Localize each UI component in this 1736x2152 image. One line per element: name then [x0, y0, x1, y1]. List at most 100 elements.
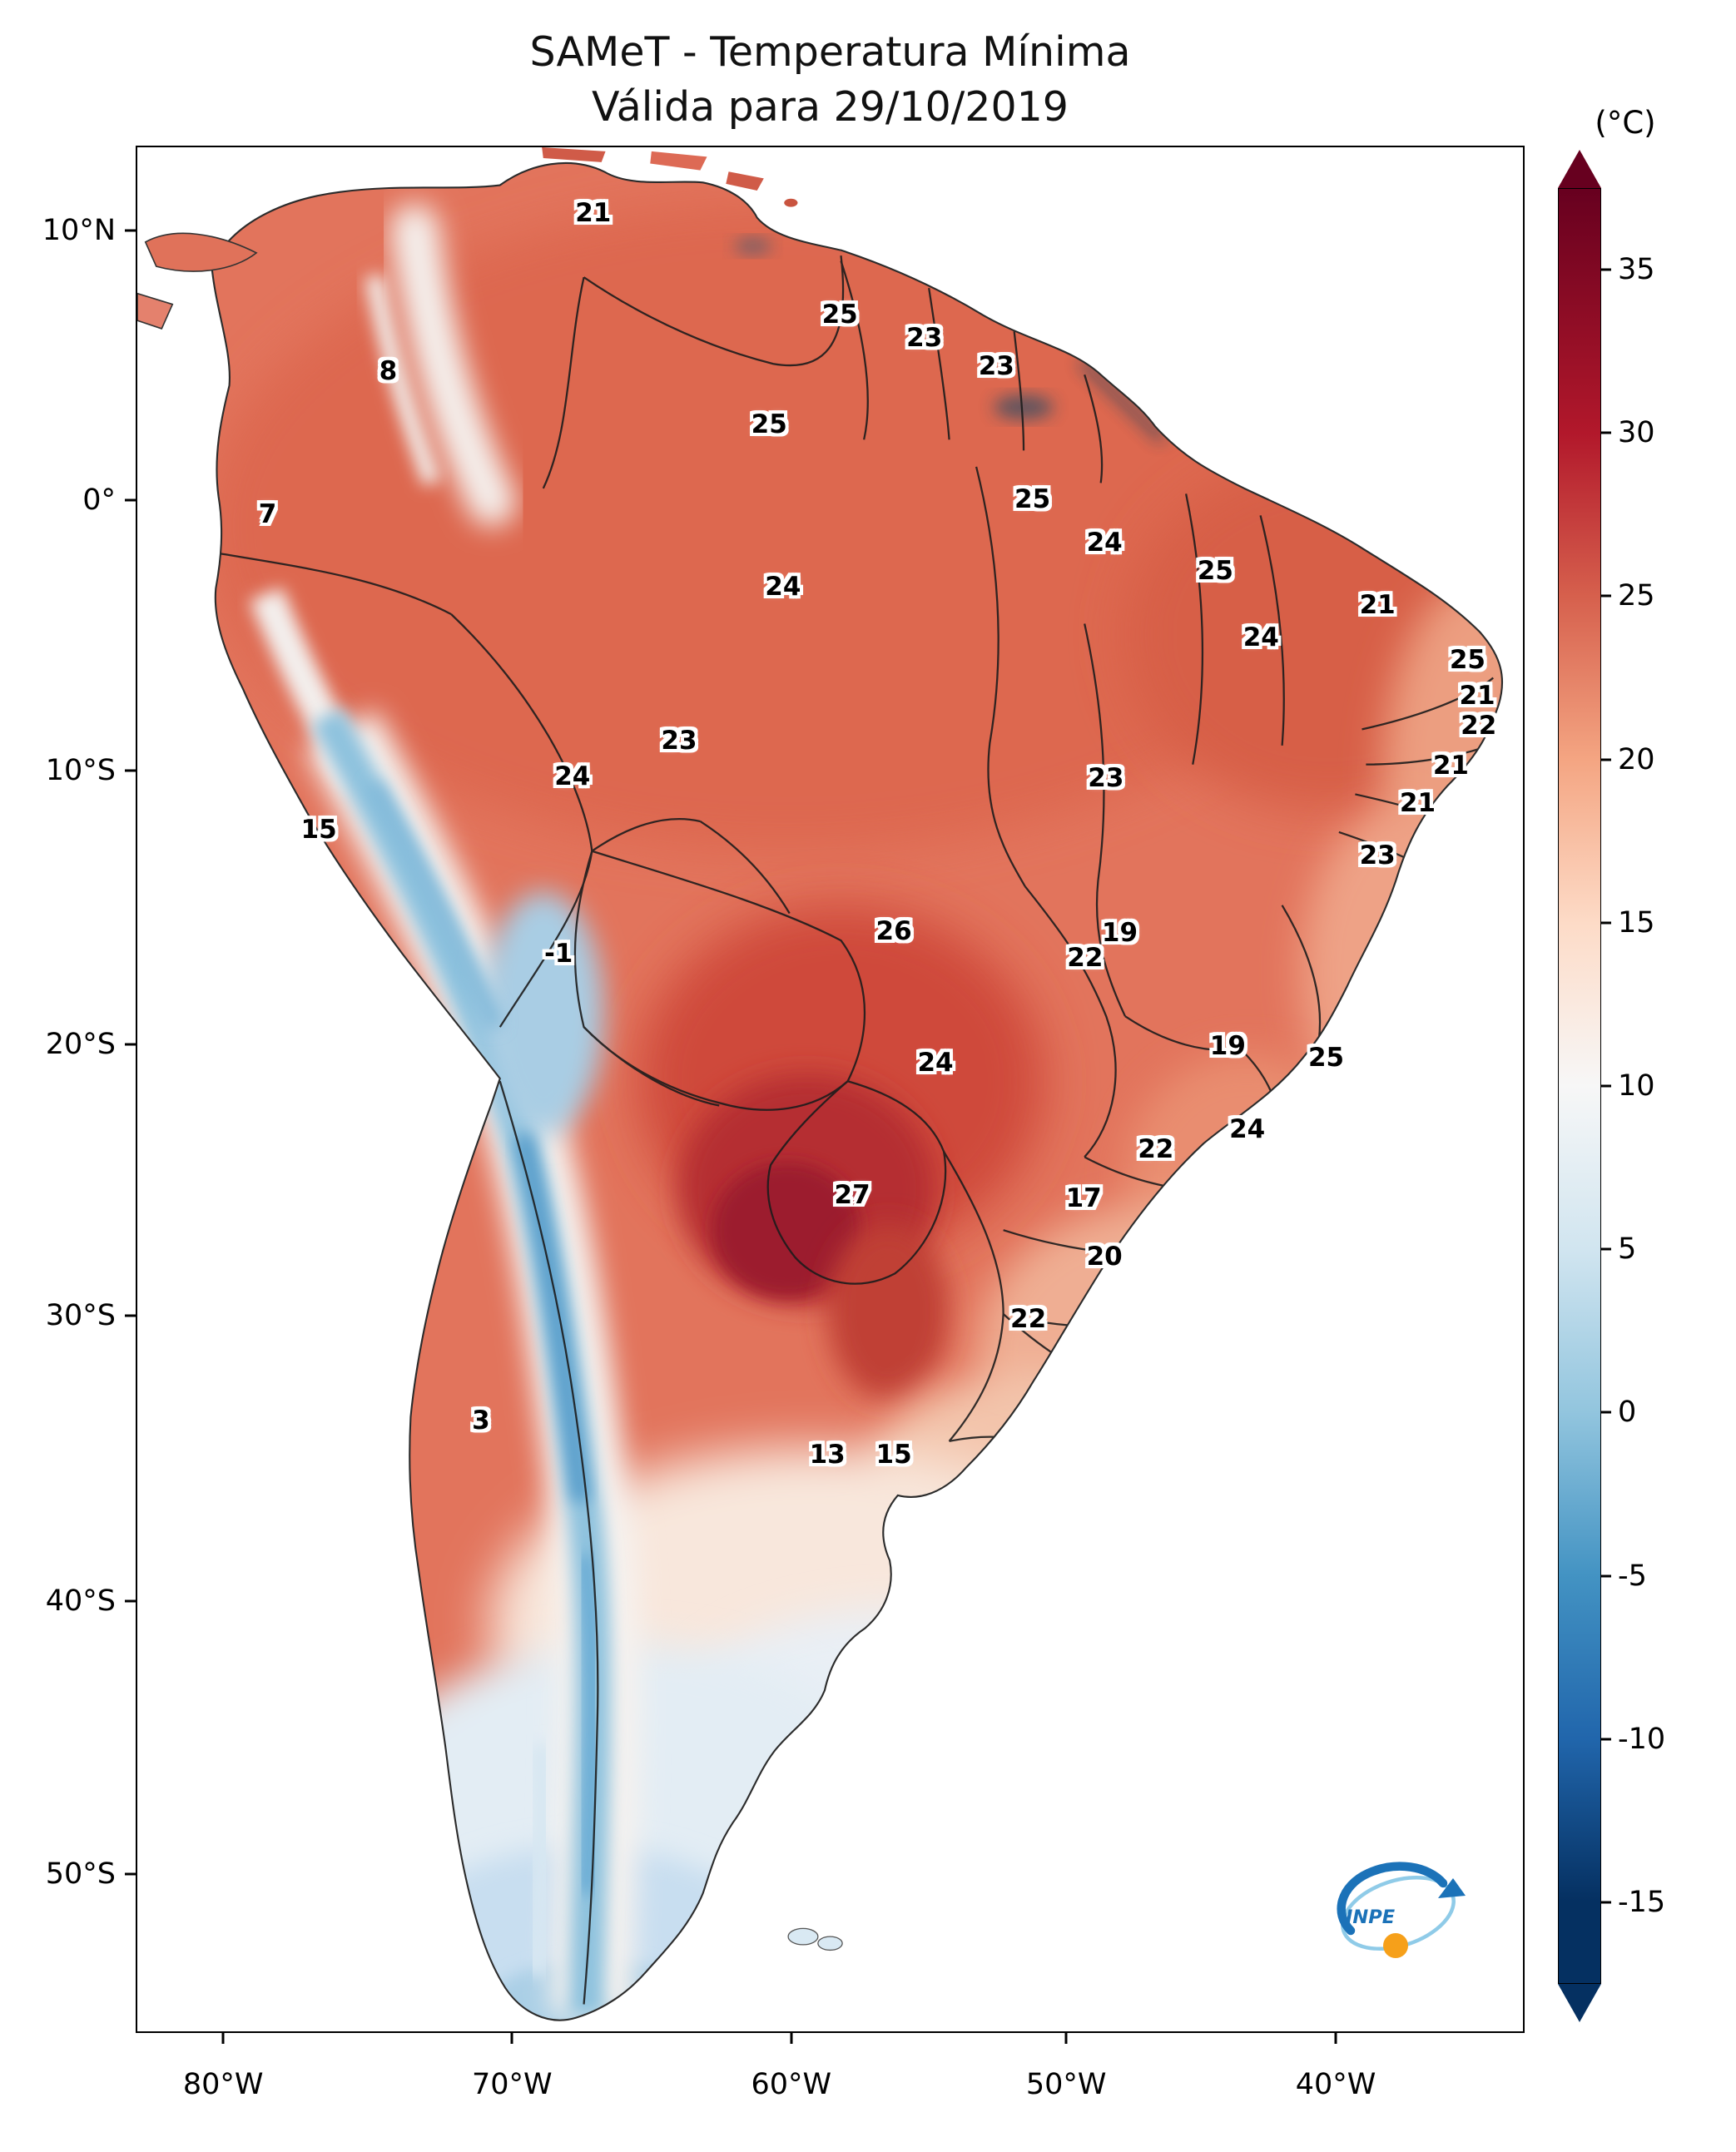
temperature-label: 8 [379, 356, 398, 387]
temperature-label: 21 [1459, 680, 1495, 711]
longitude-tick-label: 50°W [1025, 2068, 1107, 2101]
latitude-tick-label: 30°S [45, 1299, 116, 1333]
colorbar-tick-mark [1601, 1738, 1611, 1741]
colorbar-tick-mark [1601, 758, 1611, 761]
colorbar-tick-label: 30 [1618, 416, 1655, 450]
latitude-tick-label: 10°S [45, 753, 116, 787]
temperature-label: 24 [554, 761, 591, 792]
colorbar-tick-label: -5 [1618, 1559, 1647, 1593]
colorbar-tick-label: 15 [1618, 905, 1655, 940]
latitude-tick-mark [125, 1043, 136, 1046]
chart-title-block: SAMeT - Temperatura Mínima Válida para 2… [136, 25, 1525, 135]
temperature-label: 23 [1088, 763, 1124, 794]
latitude-tick-mark [125, 1314, 136, 1317]
temperature-label: 19 [1209, 1030, 1246, 1061]
temperature-label: 22 [1010, 1304, 1047, 1335]
temperature-label-layer: 21 25 23 23 8 25 7 25 24 24 25 21 24 25 21 22 23 21 24 23 21… [137, 147, 1523, 2031]
longitude-axis: 80°W 70°W 60°W 50°W 40°W [136, 2033, 1525, 2108]
islands [137, 147, 843, 1951]
temperature-label: 21 [575, 198, 612, 229]
temperature-label: 24 [1086, 528, 1123, 558]
colorbar-tick-label: 25 [1618, 579, 1655, 613]
colorbar-tick-mark [1601, 431, 1611, 434]
temperature-label: 23 [906, 322, 943, 353]
colorbar-tick-mark [1601, 268, 1611, 271]
temperature-label: 23 [978, 350, 1014, 381]
longitude-tick-label: 60°W [751, 2068, 832, 2101]
colorbar-tick-label: 0 [1618, 1396, 1637, 1430]
latitude-tick-mark [125, 1599, 136, 1603]
latitude-tick-label: 20°S [45, 1027, 116, 1061]
temperature-label: 25 [1014, 484, 1051, 515]
temperature-label: 13 [809, 1440, 846, 1470]
temperature-label: 21 [1399, 787, 1436, 818]
longitude-tick-label: 70°W [471, 2068, 553, 2101]
temperature-label: 21 [1432, 750, 1469, 781]
logo-arrowhead [1438, 1878, 1466, 1898]
temperature-label: 27 [834, 1179, 870, 1210]
temperature-label: 24 [1242, 622, 1279, 652]
latitude-tick-label: 40°S [45, 1584, 116, 1618]
colorbar-tick-label: 35 [1618, 253, 1655, 287]
temperature-label: 22 [1067, 942, 1104, 973]
latitude-axis: 10°N 0° 10°S 20°S 30°S 40°S 50°S [0, 146, 136, 2033]
central-america-fragment [144, 232, 258, 272]
colorbar-tick-container: 35 30 25 20 15 10 5 0 -5 -10 -15 [1558, 188, 1736, 1984]
latitude-tick-mark [125, 229, 136, 232]
temperature-label: 25 [1197, 556, 1233, 587]
temperature-label: 15 [875, 1440, 912, 1470]
latitude-tick-label: 50°S [45, 1857, 116, 1892]
colorbar-tick-mark [1601, 1247, 1611, 1251]
chart-title: SAMeT - Temperatura Mínima [529, 28, 1131, 76]
latitude-tick-label: 10°N [42, 214, 116, 248]
temperature-label: 25 [1307, 1042, 1345, 1073]
latitude-tick-label: 0° [82, 483, 116, 518]
longitude-tick-mark [510, 2033, 513, 2044]
temperature-label: 7 [258, 499, 277, 530]
temperature-label: 19 [1101, 918, 1138, 949]
colorbar-bottom-arrow [1558, 1984, 1601, 2022]
temperature-label: 22 [1461, 711, 1497, 741]
colorbar-tick-label: -15 [1618, 1885, 1666, 1919]
temperature-label: 24 [765, 571, 801, 602]
colorbar-tick-mark [1601, 1901, 1611, 1904]
temperature-label: 24 [1229, 1113, 1266, 1144]
falkland-islands [787, 1927, 819, 1946]
colorbar-column [1558, 150, 1601, 2022]
longitude-tick-label: 80°W [182, 2068, 264, 2101]
temperature-label: 15 [300, 814, 337, 845]
latitude-tick-mark [125, 769, 136, 772]
colorbar-tick-mark [1601, 1084, 1611, 1088]
longitude-tick-mark [790, 2033, 793, 2044]
colorbar-tick-label: -10 [1618, 1722, 1666, 1756]
temperature-label: 24 [917, 1048, 954, 1078]
temperature-label: 21 [1359, 590, 1396, 621]
temperature-label: 23 [661, 726, 697, 756]
latitude-tick-mark [125, 498, 136, 502]
longitude-tick-mark [1064, 2033, 1068, 2044]
temperature-label: 20 [1086, 1242, 1123, 1272]
colorbar-tick-mark [1601, 594, 1611, 598]
temperature-label: -1 [543, 938, 573, 969]
colorbar-gradient [1558, 188, 1601, 1984]
temperature-label: 25 [821, 300, 858, 330]
temperature-label: 23 [1359, 840, 1396, 871]
colorbar-unit-label: (°C) [1595, 105, 1656, 141]
colorbar-tick-mark [1601, 1411, 1611, 1414]
latitude-tick-mark [125, 1872, 136, 1876]
temperature-label: 17 [1065, 1183, 1102, 1214]
temperature-label: 25 [751, 409, 787, 439]
colorbar-tick-label: 5 [1618, 1232, 1637, 1267]
colorbar-tick-label: 20 [1618, 742, 1655, 776]
colorbar: 35 30 25 20 15 10 5 0 -5 -10 -15 [1558, 150, 1736, 2022]
temperature-label: 26 [875, 915, 912, 946]
south-america-map [137, 147, 1504, 2021]
colorbar-top-arrow [1558, 150, 1601, 188]
temperature-label: 25 [1449, 644, 1486, 675]
logo-arrow [1337, 1862, 1448, 1936]
longitude-tick-mark [221, 2033, 225, 2044]
temperature-label: 3 [472, 1406, 490, 1436]
temperature-label: 22 [1138, 1134, 1174, 1165]
colorbar-tick-label: 10 [1618, 1069, 1655, 1103]
